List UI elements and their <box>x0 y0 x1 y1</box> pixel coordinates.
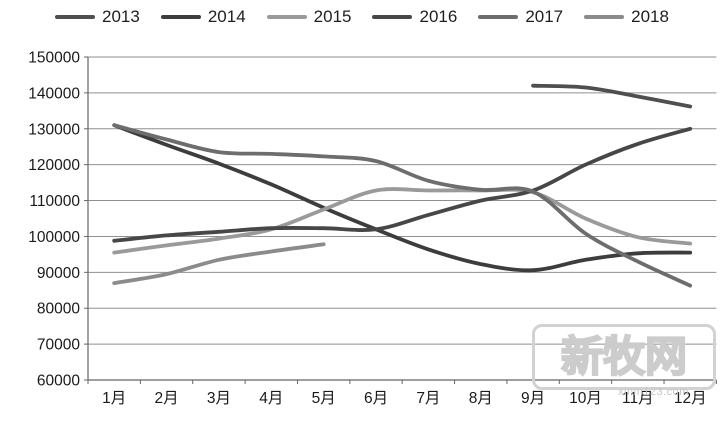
x-axis-label: 11月 <box>622 390 654 407</box>
legend-swatch-2018 <box>584 15 625 19</box>
legend-item-2013: 2013 <box>55 7 140 27</box>
legend-item-2016: 2016 <box>372 7 457 27</box>
series-line-2015 <box>112 187 693 255</box>
legend-label-2015: 2015 <box>313 7 352 26</box>
x-axis-label: 10月 <box>569 390 602 407</box>
y-axis-label: 90000 <box>37 265 80 282</box>
y-axis-label: 70000 <box>37 337 80 354</box>
legend-label-2017: 2017 <box>525 7 564 26</box>
x-axis-label: 12月 <box>674 390 707 407</box>
y-axis-label: 140000 <box>28 85 80 102</box>
series-line-2018 <box>112 242 326 285</box>
legend-label-2013: 2013 <box>102 7 140 26</box>
y-axis-label: 60000 <box>37 373 80 390</box>
legend-item-2017: 2017 <box>478 7 563 27</box>
series-line-2017 <box>112 123 693 288</box>
legend-label-2016: 2016 <box>419 7 458 26</box>
y-axis-label: 110000 <box>29 193 80 210</box>
legend-swatch-2017 <box>478 15 519 19</box>
y-axis-label: 80000 <box>37 301 80 318</box>
legend-item-2015: 2015 <box>266 7 352 27</box>
legend-item-2014: 2014 <box>160 7 246 27</box>
series-line-2016 <box>112 126 693 243</box>
x-axis-label: 8月 <box>469 390 493 407</box>
y-axis-label: 100000 <box>28 229 80 246</box>
y-axis-label: 130000 <box>28 121 80 138</box>
legend-label-2018: 2018 <box>631 7 669 26</box>
x-axis-label: 6月 <box>364 390 388 407</box>
y-axis-label: 150000 <box>28 50 80 67</box>
legend-swatch-2013 <box>55 15 95 19</box>
legend-label-2014: 2014 <box>207 7 246 26</box>
x-axis-label: 2月 <box>154 390 178 407</box>
legend-swatch-2014 <box>160 15 201 19</box>
series-line-2013 <box>531 83 693 109</box>
series-line-2014 <box>112 123 693 273</box>
x-axis-label: 3月 <box>207 390 231 407</box>
x-axis-label: 9月 <box>521 390 545 407</box>
watermark-url-text: xinm123.com <box>618 386 689 398</box>
x-axis-label: 1月 <box>102 390 126 407</box>
legend-swatch-2015 <box>266 15 307 19</box>
y-axis-label: 120000 <box>28 157 80 174</box>
legend-item-2018: 2018 <box>584 7 669 27</box>
x-axis-label: 5月 <box>312 390 336 407</box>
chart-legend: 2013 2014 2015 2016 2017 2018 <box>0 4 726 30</box>
x-axis-label: 4月 <box>259 390 283 407</box>
x-axis-label: 7月 <box>416 390 440 407</box>
legend-swatch-2016 <box>372 15 413 19</box>
